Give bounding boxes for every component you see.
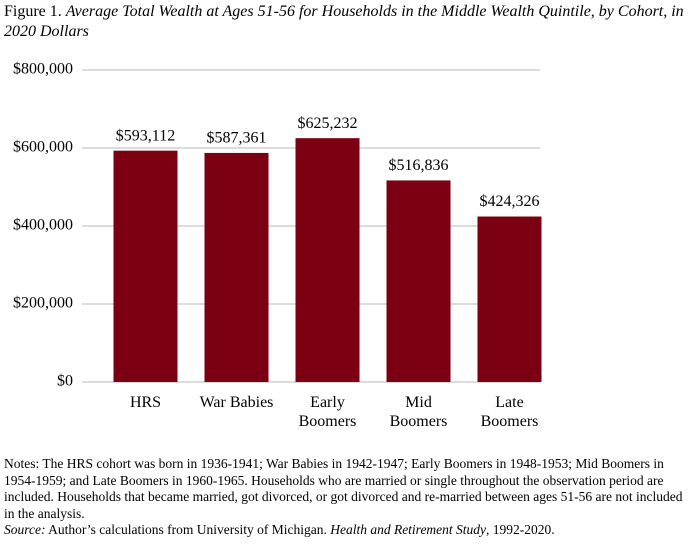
source-label: Source: [4, 522, 46, 537]
figure-label: Figure 1. [4, 3, 62, 20]
value-label: $424,326 [480, 193, 540, 210]
x-tick-label: Mid Boomers [389, 394, 448, 430]
y-tick-label: $0 [57, 373, 73, 390]
source-text: Author’s calculations from University of… [48, 522, 327, 537]
bar [113, 150, 178, 382]
source-block: Source: Author’s calculations from Unive… [4, 522, 694, 539]
y-tick-label: $800,000 [13, 61, 73, 78]
value-label: $516,836 [389, 157, 449, 174]
bar [295, 138, 360, 382]
x-tick-label: Late Boomers [480, 394, 539, 430]
y-tick-label: $200,000 [13, 295, 73, 312]
notes-text: The HRS cohort was born in 1936-1941; Wa… [4, 456, 683, 521]
notes: Notes: The HRS cohort was born in 1936-1… [4, 456, 694, 539]
x-tick-label: Early Boomers [298, 394, 357, 430]
bar [204, 152, 269, 382]
y-tick-label: $600,000 [13, 139, 73, 156]
notes-block: Notes: The HRS cohort was born in 1936-1… [4, 456, 694, 522]
source-study: Health and Retirement Study [330, 522, 487, 537]
chart-title: Figure 1. Average Total Wealth at Ages 5… [4, 2, 694, 42]
bar [477, 216, 542, 382]
notes-label: Notes: [4, 456, 40, 471]
source-years: , 1992-2020. [486, 522, 555, 537]
value-label: $587,361 [207, 130, 267, 147]
title-text: Average Total Wealth at Ages 51-56 for H… [4, 3, 684, 40]
y-tick-label: $400,000 [13, 217, 73, 234]
x-tick-label: HRS [129, 394, 162, 411]
x-tick-label: War Babies [199, 394, 274, 411]
bar [386, 180, 451, 382]
value-label: $593,112 [116, 127, 175, 144]
value-label: $625,232 [298, 115, 358, 132]
